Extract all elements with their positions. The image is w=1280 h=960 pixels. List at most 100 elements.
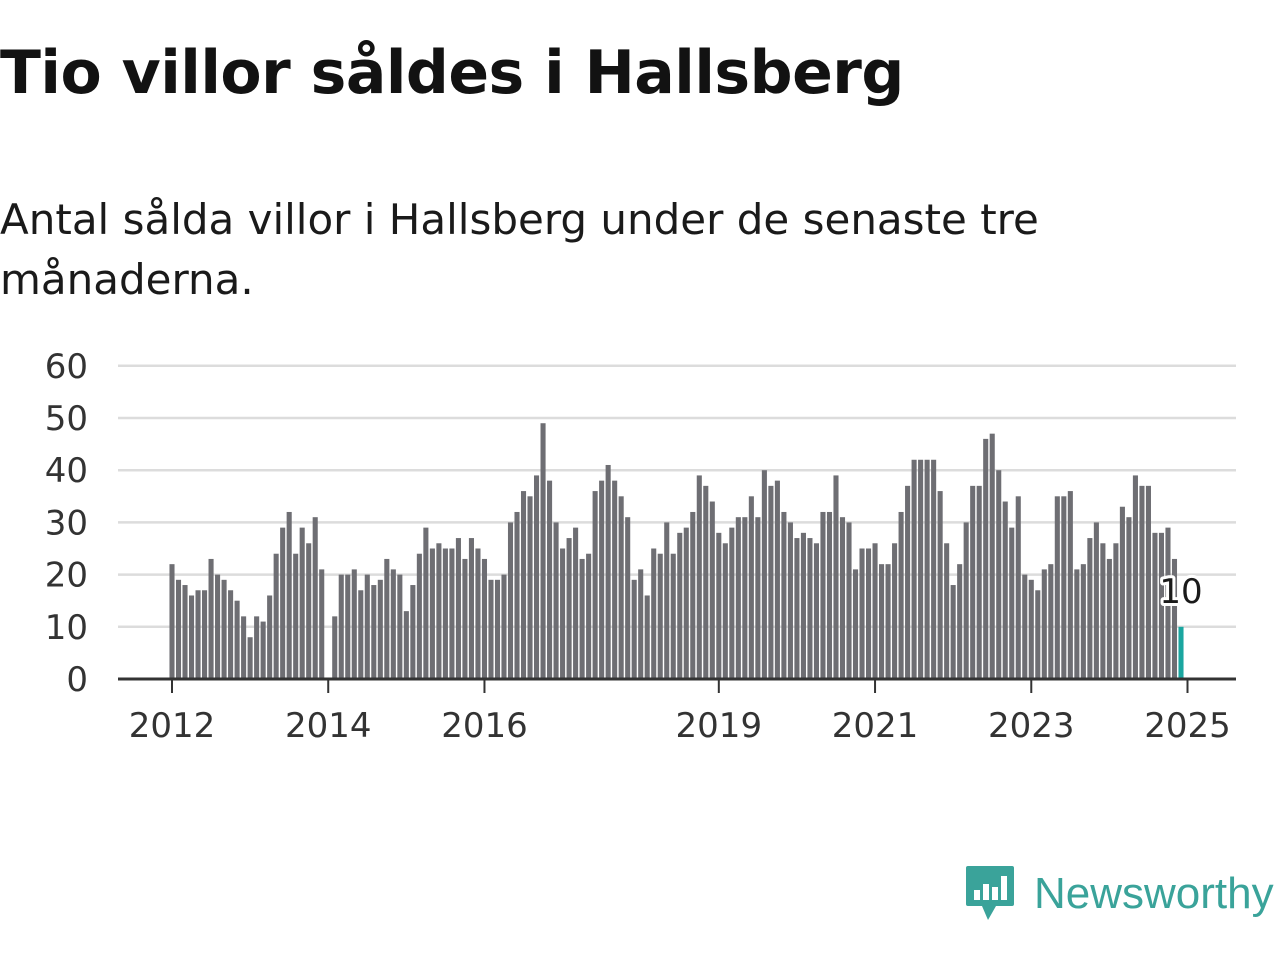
x-tick-label: 2012 — [129, 706, 216, 746]
chart-title: Tio villor såldes i Hallsberg — [0, 38, 904, 108]
bar — [345, 574, 351, 679]
bar — [481, 558, 488, 679]
bar — [755, 517, 761, 679]
bar — [1119, 506, 1125, 679]
bar — [879, 564, 885, 679]
bar — [839, 517, 846, 679]
bar — [833, 475, 839, 679]
x-tick-label: 2021 — [832, 706, 919, 746]
y-tick-label: 20 — [45, 556, 88, 596]
bar — [416, 553, 422, 679]
bar — [944, 543, 950, 679]
bar — [1100, 543, 1106, 679]
bar — [957, 564, 963, 679]
bar — [488, 579, 494, 679]
bar — [540, 423, 546, 679]
bar — [963, 522, 969, 679]
bar — [859, 548, 865, 679]
bar — [1002, 501, 1008, 679]
bar — [937, 491, 943, 679]
bar — [520, 491, 527, 679]
bar — [761, 470, 767, 679]
bar — [631, 579, 637, 679]
x-tick-label: 2023 — [988, 706, 1075, 746]
bar — [553, 522, 559, 679]
bar — [618, 496, 624, 679]
bar — [247, 637, 253, 679]
bar — [1009, 527, 1015, 679]
bar — [807, 538, 813, 679]
bar — [872, 543, 878, 679]
bar — [195, 590, 201, 679]
bar — [514, 511, 520, 679]
bar — [592, 491, 598, 679]
bar — [866, 548, 872, 679]
bar — [208, 558, 214, 679]
bar — [931, 459, 937, 679]
bar — [787, 522, 793, 679]
bar — [644, 595, 650, 679]
bar — [892, 543, 898, 679]
bar — [1054, 496, 1060, 679]
bar-highlight — [1178, 626, 1184, 679]
bar — [403, 611, 409, 679]
bar — [638, 569, 644, 679]
annotations: 10 — [1156, 569, 1205, 615]
x-tick-label: 2016 — [441, 706, 528, 746]
bar — [1074, 569, 1080, 679]
bar — [742, 517, 748, 679]
bar — [1165, 527, 1171, 679]
bar — [905, 485, 911, 679]
bar — [820, 511, 826, 679]
bar — [1015, 496, 1021, 679]
bar — [774, 480, 780, 679]
x-tick-label: 2019 — [676, 706, 763, 746]
bar — [534, 475, 540, 679]
bar — [670, 553, 676, 679]
bar — [358, 590, 364, 679]
bar — [260, 621, 266, 679]
y-tick-label: 0 — [66, 660, 88, 700]
bar — [1080, 564, 1086, 679]
bar — [1093, 522, 1099, 679]
bar — [468, 538, 474, 679]
x-tick-label: 2025 — [1144, 706, 1231, 746]
bar — [221, 579, 227, 679]
bar — [625, 517, 631, 679]
bar — [332, 616, 338, 679]
bar — [690, 511, 696, 679]
bar — [885, 564, 891, 679]
bar — [651, 548, 657, 679]
bar — [709, 501, 715, 679]
bar — [364, 574, 370, 679]
bar — [586, 553, 592, 679]
bar — [351, 569, 357, 679]
brand-logo[interactable]: Newsworthy — [964, 864, 1274, 924]
bar — [1048, 564, 1054, 679]
bar — [228, 590, 234, 679]
bar — [605, 464, 611, 679]
bar — [241, 616, 247, 679]
bar — [722, 543, 728, 679]
bar — [599, 480, 605, 679]
bar — [794, 538, 800, 679]
bar — [254, 616, 260, 679]
bar — [918, 459, 924, 679]
bar — [950, 585, 956, 679]
bars — [169, 423, 1184, 679]
bar — [527, 496, 533, 679]
bar — [1139, 485, 1145, 679]
bar — [1145, 485, 1151, 679]
bar — [579, 558, 585, 679]
bar — [312, 517, 318, 679]
bar — [612, 480, 618, 679]
bar — [188, 595, 195, 679]
brand-name: Newsworthy — [1034, 869, 1274, 918]
bar — [1158, 532, 1165, 679]
bar — [507, 522, 514, 679]
bar — [429, 548, 435, 679]
bar — [1022, 574, 1028, 679]
bar — [390, 569, 396, 679]
bar — [970, 485, 976, 679]
